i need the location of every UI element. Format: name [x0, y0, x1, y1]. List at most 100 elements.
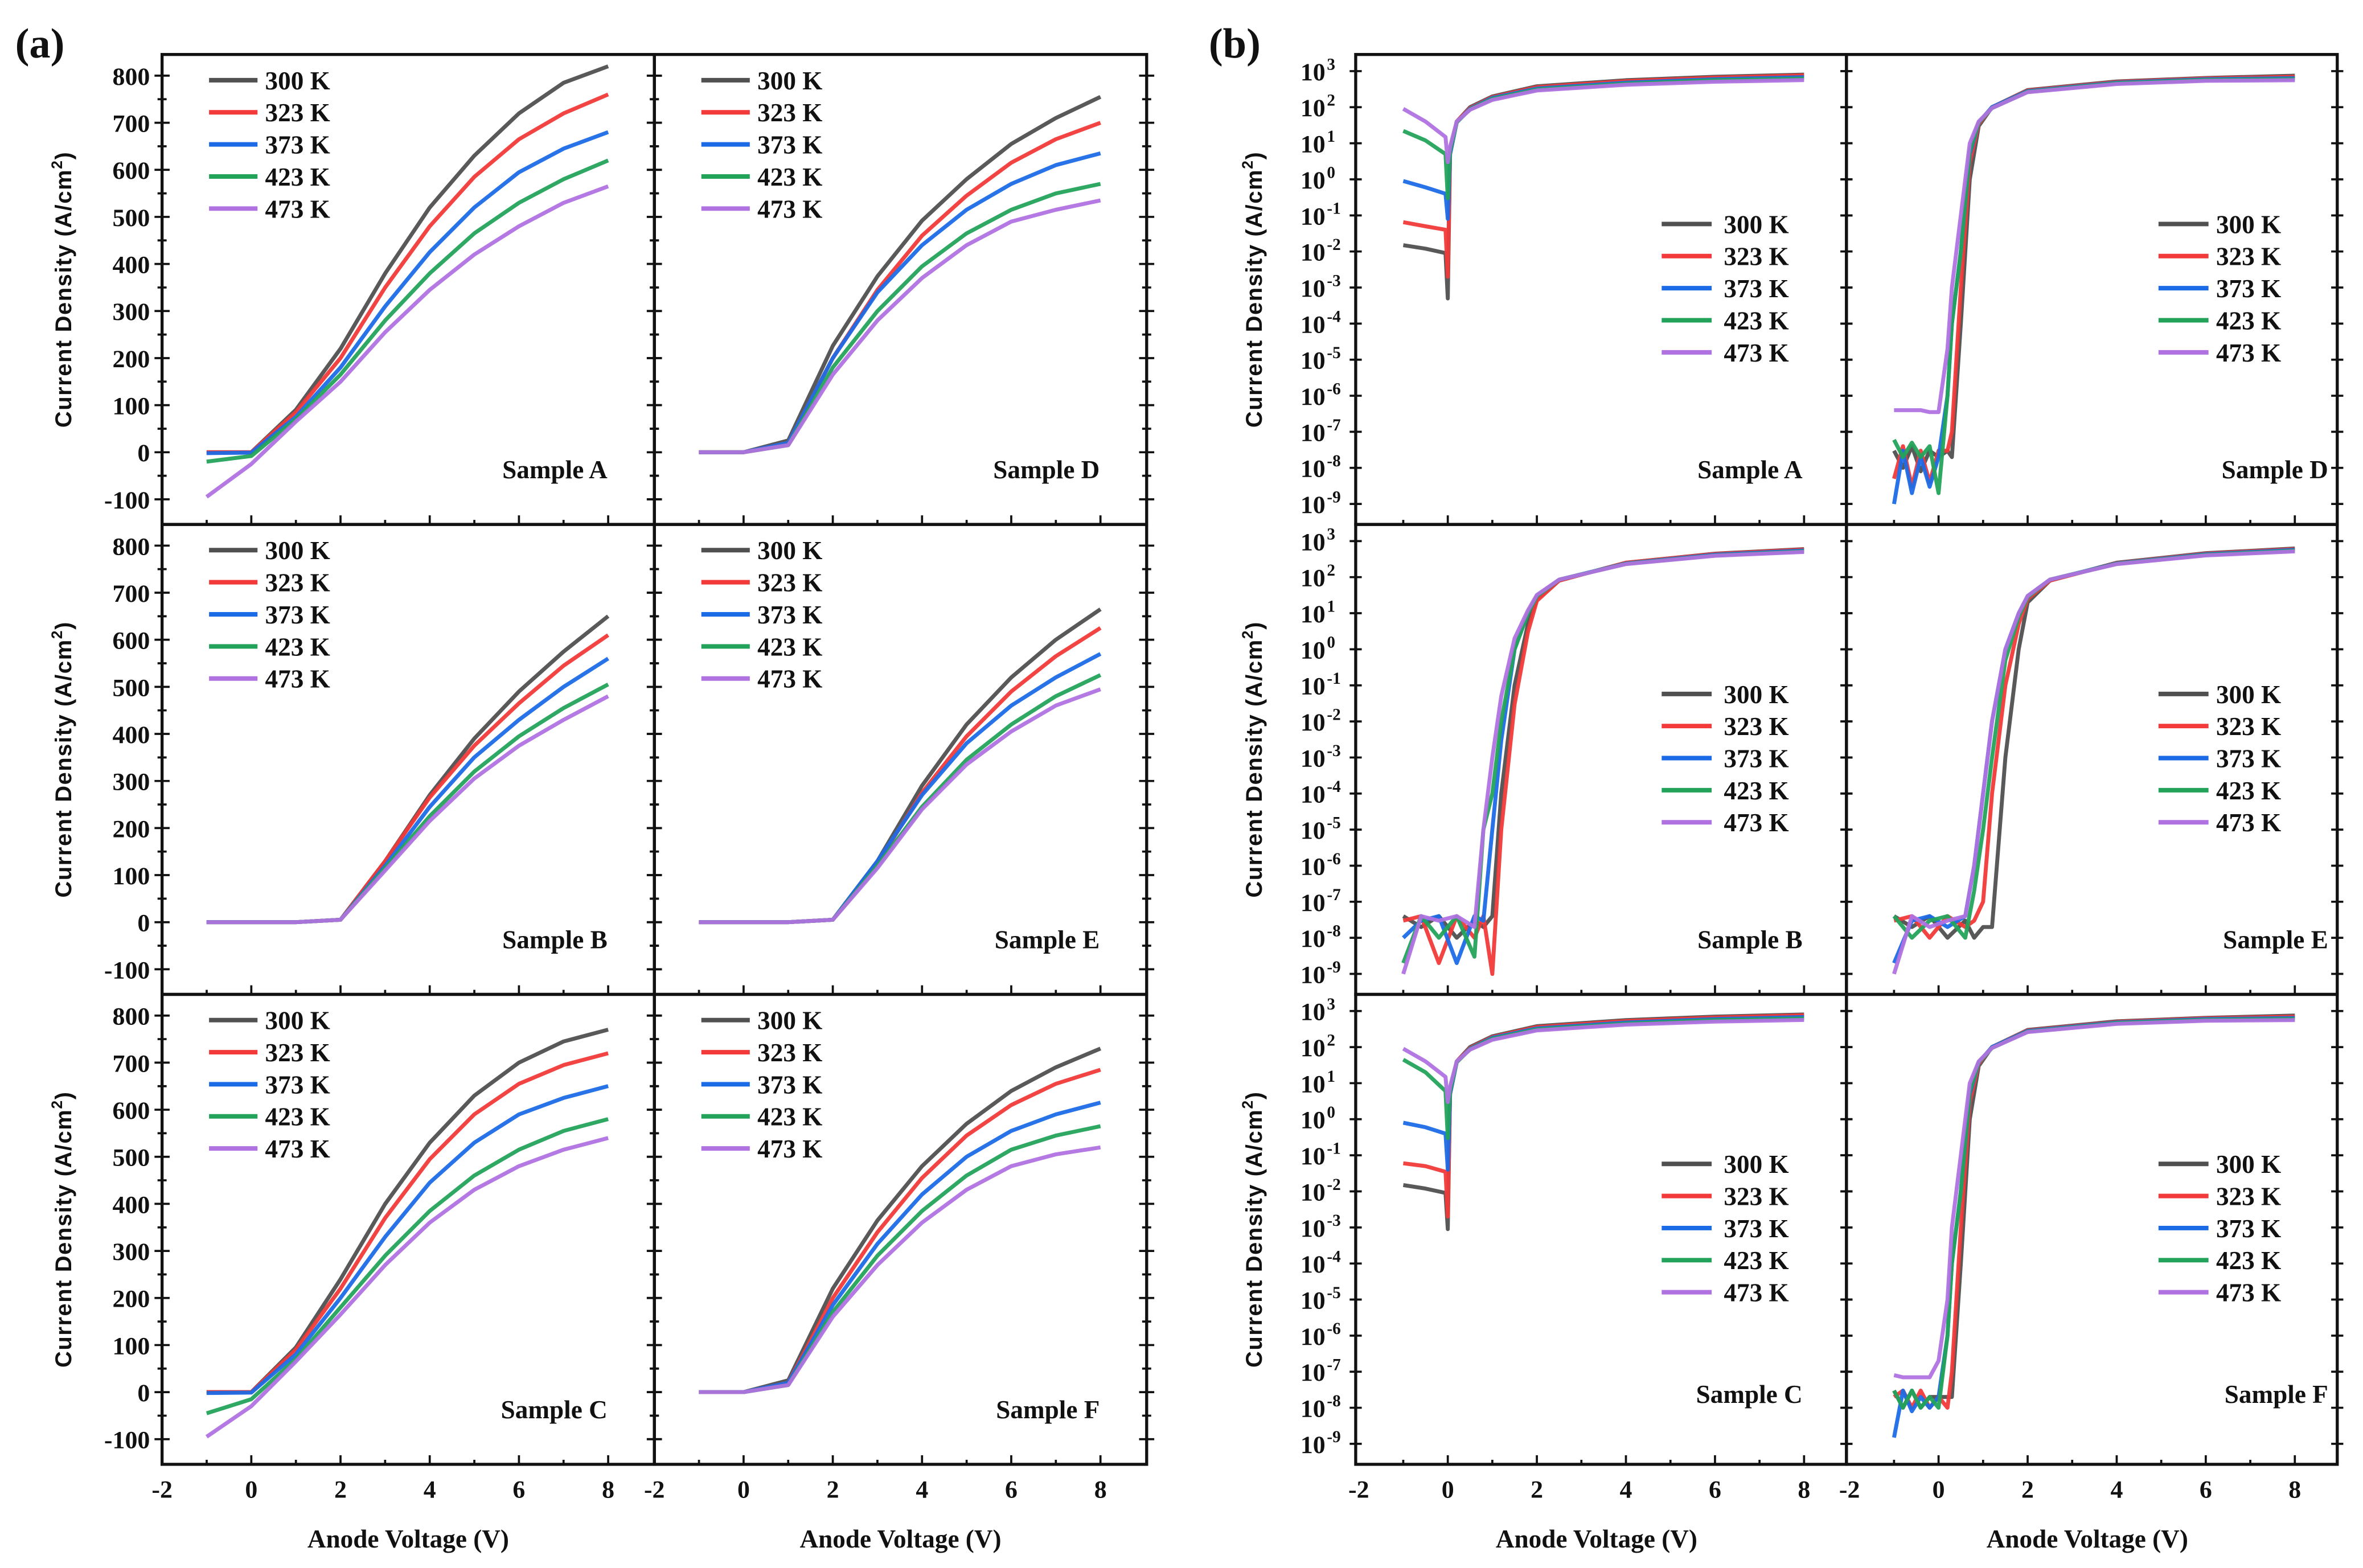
series-line-473k	[205, 1136, 609, 1439]
y-tick-label: 700	[113, 1050, 150, 1077]
sample-label: Sample B	[1697, 925, 1803, 954]
sample-label: Sample E	[2223, 925, 2328, 954]
y-axis-label-part: 2	[48, 630, 65, 639]
x-axis-label: Anode Voltage (V)	[1496, 1525, 1697, 1553]
y-tick-label: 10	[1301, 311, 1326, 338]
y-tick-label: 10	[1301, 745, 1326, 772]
legend-label: 300 K	[265, 1007, 330, 1035]
subplot-sample-f: 300 K 323 K 373 K 423 K 473 K Sample F -2 0 2 4 6 8…	[644, 992, 1155, 1553]
y-tick-label: 300	[113, 769, 150, 796]
plot-frame	[653, 992, 1148, 1466]
x-tick-label: 2	[827, 1476, 839, 1503]
series-line-473k	[1402, 1017, 1804, 1104]
legend-label: 373 K	[2216, 1214, 2281, 1243]
y-tick-label: 600	[113, 627, 150, 655]
tick-base: 10	[1301, 1179, 1326, 1206]
y-tick-exponent: 2	[1327, 92, 1335, 110]
y-tick-label: 10	[1301, 1359, 1326, 1386]
plot-frame	[1845, 992, 2339, 1466]
legend-label: 323 K	[1724, 1183, 1788, 1211]
legend-label: 423 K	[757, 163, 822, 191]
y-tick-label: 10	[1301, 528, 1326, 556]
y-tick-exponent: -1	[1327, 670, 1340, 688]
legend-label: 373 K	[2216, 274, 2281, 303]
y-tick-exponent: 1	[1327, 597, 1335, 615]
legend-label: 300 K	[1724, 210, 1788, 239]
y-axis-label: Current Density (A/cm2)	[48, 151, 76, 428]
x-axis-label: Anode Voltage (V)	[799, 1525, 1001, 1553]
y-tick-exponent: -9	[1327, 958, 1340, 976]
series-line-323k	[1893, 547, 2295, 940]
legend-label: 300 K	[757, 67, 822, 95]
legend-label: 323 K	[2216, 243, 2281, 271]
legend-label: 373 K	[757, 131, 822, 159]
tick-base: 10	[1301, 745, 1326, 772]
y-axis-label-part: )	[1242, 151, 1267, 160]
legend-label: 300 K	[2216, 1150, 2281, 1179]
y-tick-label: 10	[1301, 167, 1326, 194]
y-tick-label: 300	[113, 298, 150, 326]
y-axis-label-part: Current Density (A/cm	[1242, 169, 1267, 428]
legend-label: 373 K	[757, 1070, 822, 1099]
y-tick-label: 10	[1301, 853, 1326, 880]
sample-label: Sample F	[2225, 1380, 2328, 1409]
tick-base: 10	[1301, 1431, 1326, 1459]
sample-label: Sample F	[996, 1395, 1100, 1424]
x-tick-label: -2	[151, 1476, 173, 1503]
y-tick-label: 800	[113, 533, 150, 560]
y-tick-label: 10	[1301, 455, 1326, 483]
tick-base: 10	[1301, 167, 1326, 194]
y-axis-label-part: Current Density (A/cm	[1242, 639, 1267, 897]
y-tick-label: 600	[113, 157, 150, 184]
y-tick-exponent: -9	[1327, 488, 1340, 506]
series-line-473k	[699, 1145, 1101, 1394]
tick-base: 10	[1301, 1359, 1326, 1386]
tick-base: 10	[1301, 528, 1326, 556]
x-tick-label: 2	[334, 1476, 347, 1503]
legend-label: 473 K	[2216, 339, 2281, 367]
tick-base: 10	[1301, 1323, 1326, 1351]
series-line-423k	[206, 158, 609, 464]
y-tick-exponent: -5	[1327, 1284, 1340, 1302]
legend-label: 300 K	[757, 536, 822, 565]
y-tick-exponent: -7	[1327, 886, 1340, 904]
legend-label: 323 K	[2216, 1183, 2281, 1211]
y-tick-exponent: -2	[1327, 1176, 1340, 1194]
legend-label: 323 K	[757, 98, 822, 127]
legend-label: 373 K	[265, 601, 330, 629]
y-tick-label: 10	[1301, 601, 1326, 628]
legend-label: 423 K	[2216, 1246, 2281, 1275]
y-tick-exponent: -4	[1327, 1248, 1341, 1266]
tick-base: 10	[1301, 961, 1326, 988]
y-tick-label: 100	[113, 393, 150, 420]
y-axis-label-part: 2	[1239, 1099, 1256, 1109]
legend-label: 473 K	[2216, 808, 2281, 837]
y-tick-exponent: -1	[1327, 200, 1340, 218]
y-tick-exponent: -8	[1327, 922, 1340, 941]
y-tick-exponent: 3	[1327, 995, 1335, 1013]
legend-label: 300 K	[1724, 680, 1788, 709]
y-tick-label: 10	[1301, 961, 1326, 988]
series-line-473k	[1402, 78, 1804, 165]
y-tick-label: 100	[113, 1332, 150, 1360]
y-tick-label: 500	[113, 1144, 150, 1172]
x-axis-label: Anode Voltage (V)	[307, 1525, 509, 1553]
y-tick-label: 200	[113, 346, 150, 373]
legend-label: 373 K	[1724, 274, 1788, 303]
y-tick-label: 10	[1301, 347, 1326, 375]
x-tick-label: 0	[1933, 1476, 1945, 1503]
y-tick-label: 10	[1301, 59, 1326, 86]
series-line-300k	[1402, 547, 1804, 940]
y-tick-label: 10	[1301, 1395, 1326, 1423]
y-tick-label: 300	[113, 1238, 150, 1266]
y-tick-label: 0	[137, 440, 150, 467]
legend-label: 473 K	[2216, 1279, 2281, 1307]
y-tick-exponent: -5	[1327, 814, 1340, 832]
y-tick-label: 10	[1301, 131, 1326, 158]
y-tick-label: 10	[1301, 817, 1326, 844]
subplot-sample-e: 300 K 323 K 373 K 423 K 473 K Sample E	[1840, 523, 2344, 996]
tick-base: 10	[1301, 203, 1326, 230]
legend-label: 373 K	[2216, 745, 2281, 773]
legend-label: 300 K	[2216, 210, 2281, 239]
y-axis-label: Current Density (A/cm2)	[48, 1091, 76, 1368]
